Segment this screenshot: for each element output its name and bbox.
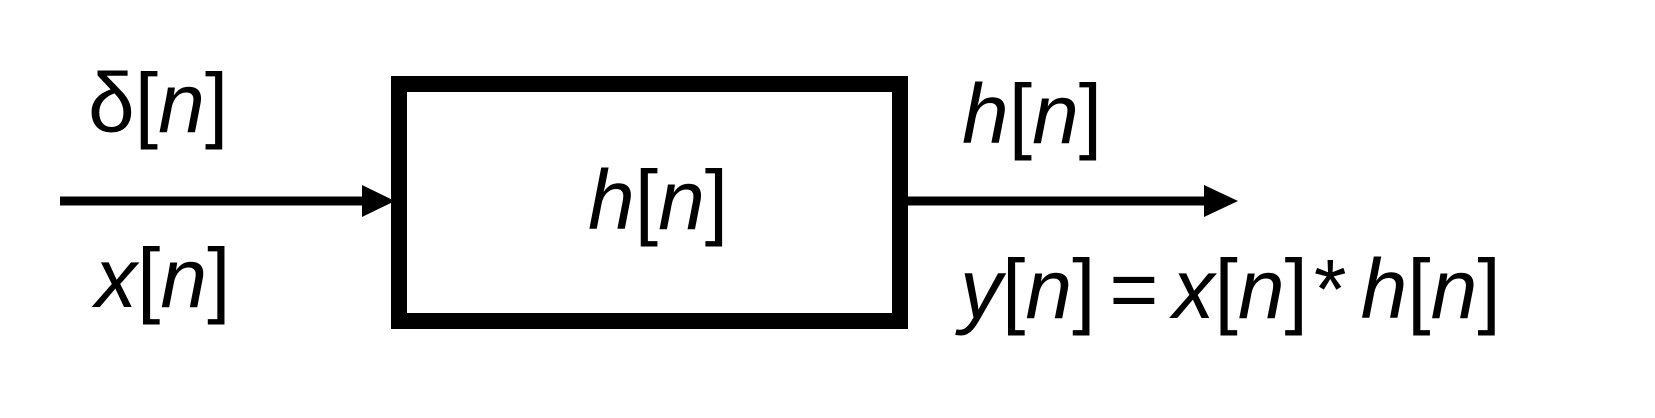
system-block bbox=[391, 76, 908, 329]
delta-arg: n bbox=[158, 56, 205, 150]
input-impulse-label: δ[n] bbox=[88, 56, 228, 150]
input-arrowhead bbox=[362, 185, 395, 217]
delta-symbol: δ bbox=[88, 56, 135, 150]
x-symbol: x bbox=[91, 231, 140, 325]
system-label: h[n] bbox=[588, 153, 728, 247]
input-signal-label: x[n] bbox=[91, 231, 230, 325]
output-arrowhead bbox=[1204, 185, 1238, 217]
h-symbol: h bbox=[588, 153, 635, 247]
h-arg: n bbox=[658, 153, 705, 247]
impulse-response-label: h[n] bbox=[962, 67, 1102, 161]
output-equation: y[n] = x[n]* h[n] bbox=[955, 242, 1501, 336]
x-arg: n bbox=[160, 231, 207, 325]
output-h-symbol: h bbox=[962, 67, 1009, 161]
output-h-arg: n bbox=[1032, 67, 1079, 161]
